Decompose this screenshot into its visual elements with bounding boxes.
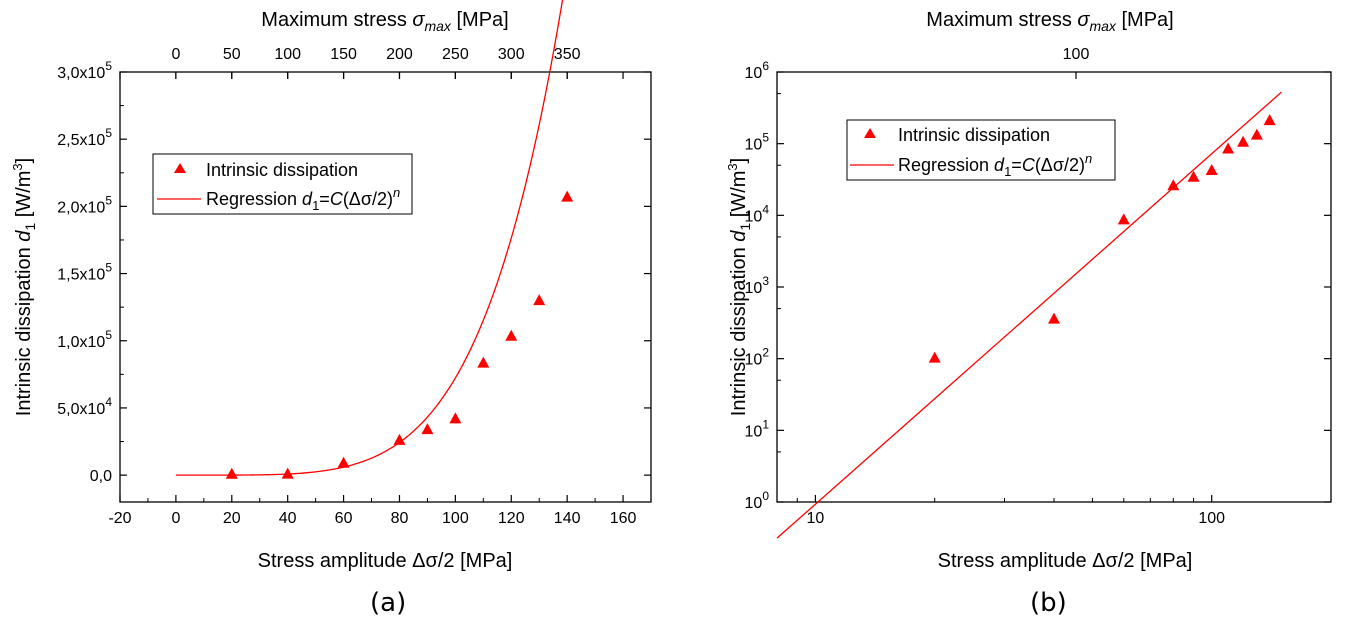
y-tick-label-a: 2,0x105 — [57, 193, 112, 216]
y-axis-title-a: Intrinsic dissipation d1 [W/m3] — [10, 158, 38, 416]
legend-triangle-marker-b — [864, 128, 876, 138]
top-tick-label-a: 50 — [223, 46, 241, 63]
x-axis-title-b: Stress amplitude Δσ/2 [MPa] — [938, 550, 1193, 572]
data-point-b — [1048, 312, 1060, 324]
plot-area-a — [119, 71, 652, 503]
data-point-a — [449, 412, 462, 424]
axis-ticks-b: 10 100 100 100 101 102 103 104 105 106 — [745, 46, 1332, 527]
x-tick-label-a: 100 — [442, 510, 469, 527]
legend-box-b — [846, 119, 1116, 181]
top-tick-label-a: 350 — [554, 46, 581, 63]
y-tick-label-a: 3,0x105 — [57, 59, 112, 82]
data-point-a — [225, 467, 238, 479]
legend-triangle-marker-a — [174, 163, 186, 173]
data-point-b — [1222, 142, 1235, 154]
data-marks-b — [776, 91, 1282, 539]
y-tick-label-a: 0,0 — [90, 468, 112, 485]
y-axis-title-b: Intrinsic dissipation d1 [W/m3] — [725, 158, 753, 416]
panel-label-b: (b) — [1030, 588, 1067, 618]
y-tick-label-b: 101 — [745, 417, 770, 440]
top-axis-title-a: Maximum stress σmax [MPa] — [261, 9, 508, 34]
x-tick-label-a: 80 — [391, 510, 409, 527]
data-point-b — [1187, 170, 1200, 182]
y-tick-label-b: 106 — [745, 59, 770, 82]
top-tick-label-b: 100 — [1063, 46, 1090, 63]
top-tick-label-a: 250 — [442, 46, 469, 63]
x-tick-label-b: 100 — [1198, 510, 1225, 527]
y-tick-label-b: 105 — [745, 131, 770, 154]
x-tick-label-a: -20 — [108, 510, 131, 527]
y-tick-label-a: 1,5x105 — [57, 261, 112, 284]
data-point-b — [1263, 114, 1276, 126]
top-tick-label-a: 0 — [171, 46, 180, 63]
data-point-b — [1250, 128, 1263, 140]
legend-scatter-label-a: Intrinsic dissipation — [206, 160, 358, 180]
regression-line-b — [776, 91, 1282, 539]
legend-scatter-label-b: Intrinsic dissipation — [898, 125, 1050, 145]
x-axis-title-a: Stress amplitude Δσ/2 [MPa] — [258, 550, 513, 572]
legend-line-label-b: Regression d1=C(Δσ/2)n — [898, 151, 1092, 179]
regression-line-a — [175, 0, 564, 476]
y-tick-label-b: 104 — [745, 202, 770, 225]
data-point-a — [421, 423, 434, 435]
panel-b: 10 100 100 100 101 102 103 104 105 106 Maximum st… — [725, 9, 1332, 618]
x-tick-label-a: 60 — [335, 510, 353, 527]
x-tick-label-a: 20 — [223, 510, 241, 527]
top-axis-title-b: Maximum stress σmax [MPa] — [926, 9, 1173, 34]
y-tick-label-b: 102 — [745, 346, 770, 369]
x-tick-label-a: 160 — [610, 510, 637, 527]
data-marks-a — [175, 0, 574, 479]
legend-a: Intrinsic dissipation Regression d1=C(Δσ… — [152, 153, 413, 215]
panel-label-a: (a) — [370, 588, 406, 618]
data-point-b — [928, 351, 941, 363]
panel-a: -20 0 20 40 60 80 100 120 140 160 0 50 100 150 200 250 3… — [10, 0, 652, 618]
data-point-a — [337, 456, 350, 468]
data-point-b — [1237, 135, 1250, 147]
y-tick-label-a: 5,0x104 — [57, 395, 112, 418]
data-point-a — [281, 467, 294, 479]
data-point-a — [477, 356, 490, 368]
data-point-b — [1167, 179, 1180, 191]
data-point-b — [1117, 213, 1130, 225]
top-tick-label-a: 150 — [330, 46, 357, 63]
top-tick-label-a: 300 — [498, 46, 525, 63]
data-point-b — [1205, 164, 1218, 176]
y-tick-label-b: 103 — [745, 274, 770, 297]
legend-line-label-a: Regression d1=C(Δσ/2)n — [206, 185, 400, 213]
axis-ticks-a: -20 0 20 40 60 80 100 120 140 160 0 50 100 150 200 250 3… — [57, 46, 651, 527]
x-tick-label-a: 40 — [279, 510, 297, 527]
y-tick-label-b: 100 — [745, 489, 770, 512]
data-point-a — [561, 190, 574, 202]
y-tick-label-a: 1,0x105 — [57, 328, 112, 351]
x-tick-label-a: 140 — [554, 510, 581, 527]
legend-b: Intrinsic dissipation Regression d1=C(Δσ… — [846, 119, 1116, 181]
x-tick-label-b: 10 — [807, 510, 825, 527]
top-tick-label-a: 200 — [386, 46, 413, 63]
x-tick-label-a: 120 — [498, 510, 525, 527]
legend-box-a — [152, 153, 413, 215]
data-point-a — [393, 433, 406, 445]
top-tick-label-a: 100 — [274, 46, 301, 63]
x-tick-label-a: 0 — [171, 510, 180, 527]
data-point-a — [505, 329, 518, 341]
y-tick-label-a: 2,5x105 — [57, 126, 112, 149]
data-point-a — [533, 294, 546, 306]
